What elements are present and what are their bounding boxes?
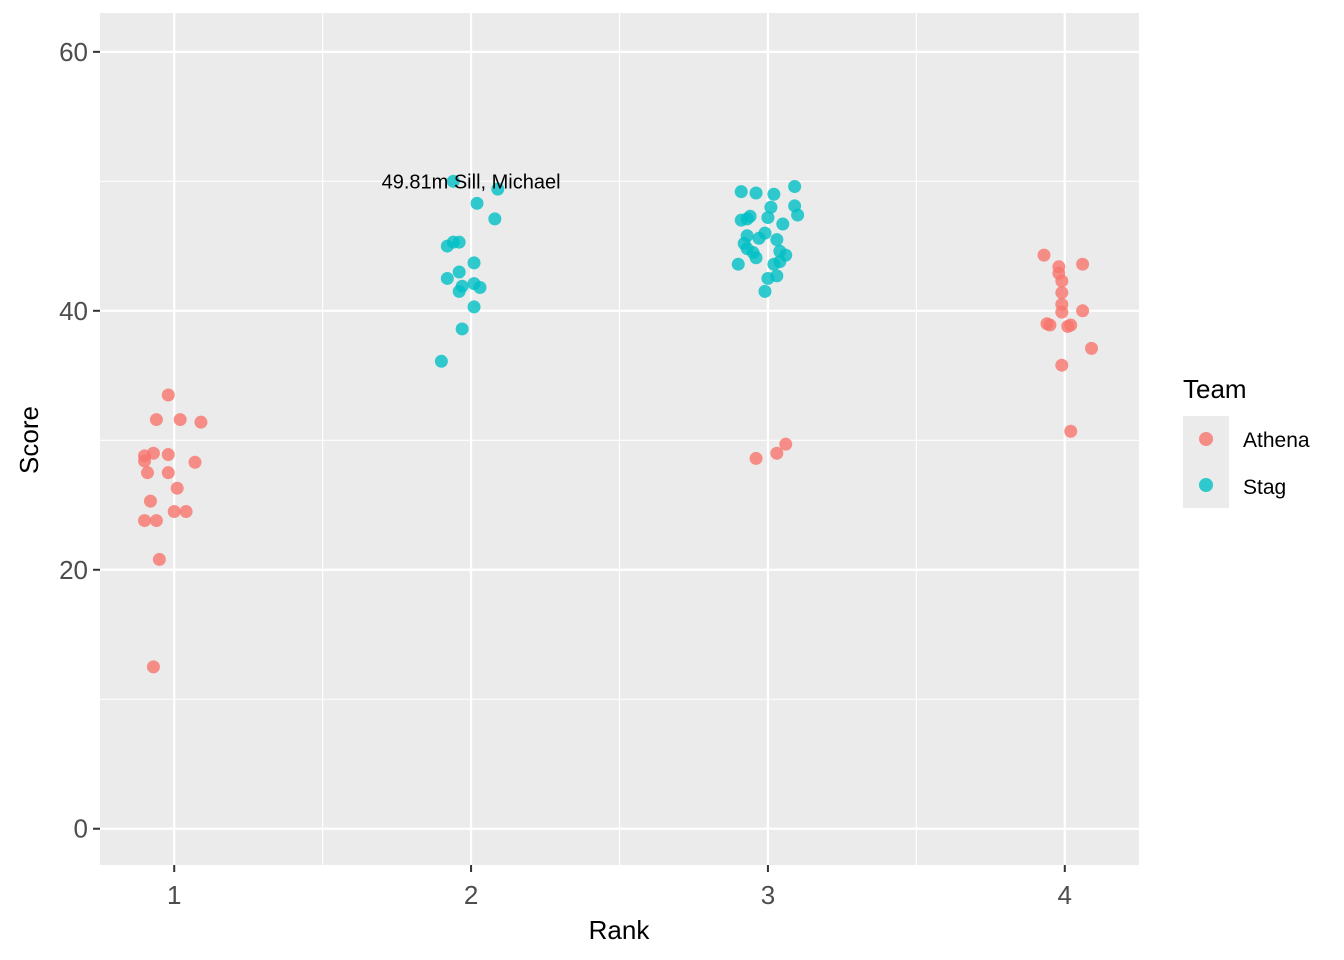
point-stag	[791, 208, 805, 222]
data-points	[138, 174, 1099, 674]
point-athena	[1043, 318, 1057, 332]
point-athena	[138, 514, 152, 528]
point-stag	[440, 271, 454, 285]
point-athena	[1064, 318, 1078, 332]
legend-key-athena	[1199, 432, 1213, 446]
point-athena	[1055, 286, 1069, 300]
point-stag	[764, 200, 778, 214]
point-stag	[467, 256, 481, 270]
point-athena	[1076, 257, 1090, 271]
point-athena	[170, 481, 184, 495]
point-athena	[1064, 424, 1078, 438]
point-athena	[194, 415, 208, 429]
point-athena	[749, 451, 763, 465]
point-athena	[149, 514, 163, 528]
point-athena	[152, 552, 166, 566]
y-axis-title: Score	[14, 406, 44, 474]
point-athena	[1055, 305, 1069, 319]
grid-minor	[100, 13, 1139, 865]
y-tick-label: 20	[59, 555, 88, 585]
point-annotation: 49.81m Sill, Michael	[382, 171, 561, 193]
x-tick-label: 2	[464, 880, 478, 910]
point-stag	[767, 187, 781, 201]
point-athena	[1037, 248, 1051, 262]
legend: Team Athena Stag	[1183, 374, 1310, 508]
point-stag	[776, 217, 790, 231]
point-athena	[179, 505, 193, 519]
point-athena	[146, 660, 160, 674]
point-athena	[188, 455, 202, 469]
point-stag	[452, 284, 466, 298]
point-athena	[1076, 304, 1090, 318]
legend-key-stag	[1199, 478, 1213, 492]
y-tick-label: 0	[74, 814, 88, 844]
point-stag	[470, 196, 484, 210]
point-athena	[143, 494, 157, 508]
point-stag	[749, 186, 763, 200]
point-stag	[758, 284, 772, 298]
point-athena	[1055, 358, 1069, 372]
point-athena	[167, 505, 181, 519]
point-stag	[473, 281, 487, 295]
point-athena	[1055, 274, 1069, 288]
point-stag	[491, 182, 505, 196]
annotations: 49.81m Sill, Michael	[382, 171, 561, 193]
point-stag	[434, 354, 448, 368]
x-axis-title: Rank	[589, 915, 651, 945]
x-tick-label: 1	[167, 880, 181, 910]
x-axis: 1 2 3 4	[167, 865, 1072, 910]
point-athena	[779, 437, 793, 451]
point-stag	[734, 185, 748, 199]
point-athena	[1085, 341, 1099, 355]
point-athena	[173, 413, 187, 427]
point-stag	[749, 251, 763, 265]
point-stag	[446, 174, 460, 188]
point-stag	[452, 265, 466, 279]
point-athena	[161, 388, 175, 402]
point-athena	[161, 466, 175, 480]
point-athena	[149, 413, 163, 427]
point-athena	[770, 446, 784, 460]
point-athena	[140, 466, 154, 480]
y-axis: 0 20 40 60	[59, 37, 100, 844]
point-stag	[788, 180, 802, 194]
grid-major	[100, 13, 1139, 865]
y-tick-label: 40	[59, 296, 88, 326]
point-stag	[740, 212, 754, 226]
legend-title: Team	[1183, 374, 1247, 404]
point-stag	[467, 300, 481, 314]
point-athena	[161, 448, 175, 462]
point-athena	[138, 454, 152, 468]
point-stag	[773, 255, 787, 269]
x-tick-label: 3	[761, 880, 775, 910]
point-stag	[488, 212, 502, 226]
point-stag	[770, 269, 784, 283]
x-tick-label: 4	[1058, 880, 1072, 910]
legend-label-stag: Stag	[1243, 476, 1286, 499]
point-stag	[770, 233, 784, 247]
y-tick-label: 60	[59, 37, 88, 67]
legend-label-athena: Athena	[1243, 429, 1310, 452]
point-stag	[752, 231, 766, 245]
point-stag	[761, 211, 775, 225]
point-stag	[440, 239, 454, 253]
point-stag	[455, 322, 469, 336]
point-stag	[731, 257, 745, 271]
